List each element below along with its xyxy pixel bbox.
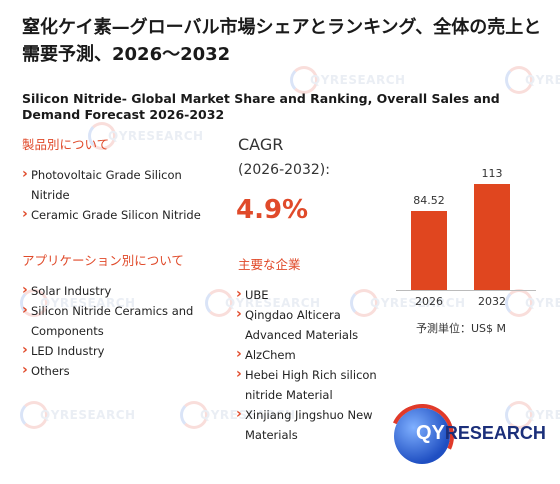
bar-2026 bbox=[411, 211, 447, 290]
list-item: Qingdao Alticera Advanced Materials bbox=[236, 304, 386, 345]
list-item: AlzChem bbox=[236, 344, 386, 365]
watermark-logo: QYRESEARCH bbox=[290, 60, 405, 100]
application-list: Solar Industry Silicon Nitride Ceramics … bbox=[22, 280, 222, 381]
application-section-heading: アプリケーション別について bbox=[22, 253, 184, 268]
list-item: Solar Industry bbox=[22, 280, 222, 301]
cagr-period: (2026-2032): bbox=[238, 162, 330, 178]
list-item: Photovoltaic Grade Silicon Nitride bbox=[22, 164, 222, 205]
logo-text: QYRESEARCH bbox=[416, 422, 546, 444]
list-item: Others bbox=[22, 360, 222, 381]
chart-baseline bbox=[396, 290, 536, 291]
cagr-value: 4.9% bbox=[236, 195, 309, 225]
list-item: Silicon Nitride Ceramics and Components bbox=[22, 300, 222, 341]
companies-list: UBE Qingdao Alticera Advanced Materials … bbox=[236, 284, 386, 445]
qyresearch-logo: QYRESEARCH bbox=[380, 394, 546, 478]
watermark-logo: QYRESEARCH bbox=[505, 60, 560, 100]
watermark-logo: QYRESEARCH bbox=[505, 395, 560, 435]
page-title-jp: 窒化ケイ素—グローバル市場シェアとランキング、全体の売上と需要予測、2026～2… bbox=[22, 17, 542, 65]
product-list: Photovoltaic Grade Silicon Nitride Ceram… bbox=[22, 164, 222, 225]
page-title-en: Silicon Nitride- Global Market Share and… bbox=[22, 91, 500, 122]
globe-icon bbox=[394, 408, 450, 464]
companies-section-heading: 主要な企業 bbox=[238, 257, 301, 272]
forecast-bar-chart: 84.52 113 2026 2032 bbox=[396, 160, 546, 340]
bar-category-label-2032: 2032 bbox=[478, 295, 506, 308]
product-section-heading: 製品別について bbox=[22, 137, 110, 152]
list-item: UBE bbox=[236, 284, 386, 305]
cagr-label: CAGR bbox=[238, 135, 284, 154]
bar-value-label-2026: 84.52 bbox=[413, 194, 445, 207]
bar-category-label-2026: 2026 bbox=[415, 295, 443, 308]
watermark-logo: QYRESEARCH bbox=[88, 116, 203, 156]
bar-2032 bbox=[474, 184, 510, 290]
watermark-logo: QYRESEARCH bbox=[20, 395, 135, 435]
list-item: Xinjiang Jingshuo New Materials bbox=[236, 404, 386, 445]
list-item: Ceramic Grade Silicon Nitride bbox=[22, 204, 222, 225]
chart-unit-label: 予測単位：US$ M bbox=[416, 322, 507, 335]
list-item: Hebei High Rich silicon nitride Material bbox=[236, 364, 386, 405]
bar-value-label-2032: 113 bbox=[481, 167, 503, 180]
watermark-logo: QYRESEARCH bbox=[180, 395, 295, 435]
list-item: LED Industry bbox=[22, 340, 222, 361]
